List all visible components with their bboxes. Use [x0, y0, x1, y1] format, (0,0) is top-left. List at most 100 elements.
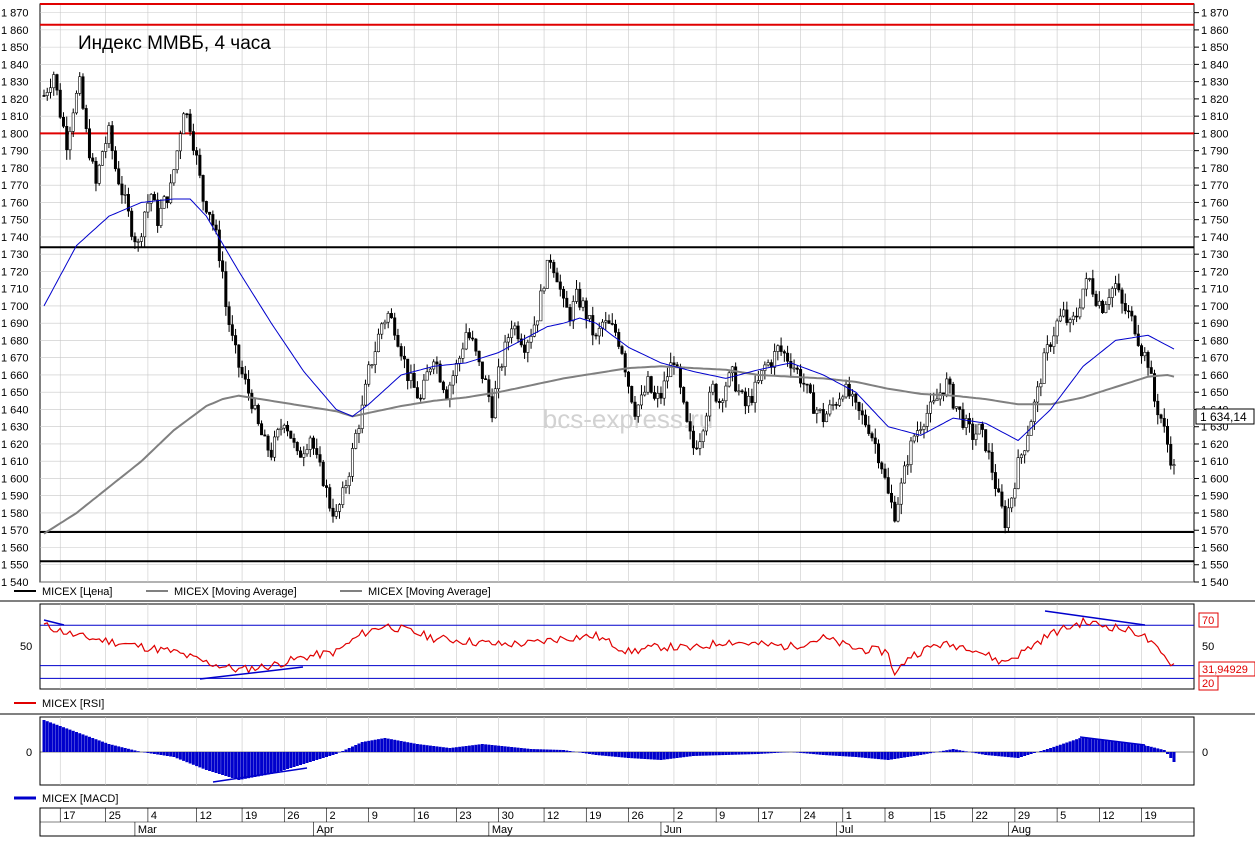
candle-body [152, 194, 156, 201]
candle-body [305, 449, 309, 455]
price-panel: bcs-express.ru Индекс ММВБ, 4 часа 1 540… [1, 3, 1255, 589]
price-tick-label-right: 1 650 [1201, 387, 1229, 399]
candle-body [795, 367, 799, 370]
candle-body [97, 164, 101, 184]
candle-body [1166, 425, 1170, 445]
candle-body [610, 323, 614, 325]
candle-body [545, 259, 549, 289]
candle-body [169, 182, 173, 204]
day-tick-label: 9 [719, 810, 725, 822]
month-tick-label: Mar [138, 824, 157, 836]
candle-body [1000, 491, 1004, 507]
day-tick-label: 2 [330, 810, 336, 822]
candle-body [935, 398, 939, 402]
candle-body [422, 379, 426, 399]
rsi-bull-divergence-line [199, 666, 304, 680]
price-axis-left: 1 540 1 550 1 560 1 570 1 580 1 590 1 600 1 610… [1, 8, 29, 589]
rsi-levels [40, 624, 1194, 679]
candle-body [1101, 300, 1105, 314]
candle-body [204, 201, 208, 213]
price-tick-label-right: 1 560 [1201, 542, 1229, 554]
rsi-panel: 50 50 70 31,94929 20 [20, 603, 1255, 691]
price-tick-label-right: 1 820 [1201, 94, 1229, 106]
day-tick-label: 19 [245, 810, 257, 822]
price-tick-label-right: 1 730 [1201, 249, 1229, 261]
candle-body [490, 396, 494, 419]
candle-body [630, 386, 634, 403]
last-price-box [1195, 408, 1255, 425]
candle-body [652, 392, 656, 399]
candle-body [747, 395, 751, 407]
candle-body [350, 448, 354, 477]
candle-body [828, 404, 832, 415]
candle-body [948, 378, 952, 385]
candle-body [1023, 450, 1027, 456]
candle-body [1036, 386, 1040, 403]
candle-body [919, 429, 923, 431]
candle-body [78, 76, 82, 94]
price-plot-frame [39, 3, 1195, 583]
price-tick-label-left: 1 620 [1, 439, 29, 451]
candle-body [247, 378, 251, 394]
candle-body [1146, 351, 1150, 368]
last-price-marker: 1 634,14 [1195, 408, 1255, 425]
candle-body [695, 447, 699, 450]
candle-body [721, 400, 725, 403]
candle-body [1117, 283, 1121, 291]
candle-body [698, 441, 702, 449]
candle-body [315, 448, 319, 455]
candle-body [568, 307, 572, 322]
candle-body [467, 332, 471, 339]
candle-body [1016, 457, 1020, 489]
candle-body [376, 333, 380, 353]
day-tick-label: 9 [372, 810, 378, 822]
candle-body [753, 381, 757, 403]
candle-body [964, 418, 968, 428]
candle-body [399, 346, 403, 357]
candle-body [945, 378, 949, 396]
candle-body [337, 504, 341, 512]
candle-body [1172, 464, 1176, 466]
candle-body [211, 214, 215, 226]
candle-body [81, 76, 85, 109]
month-tick-label: Apr [317, 824, 334, 836]
candle-body [980, 423, 984, 430]
day-tick-label: 16 [417, 810, 429, 822]
candle-body [880, 462, 884, 470]
candle-body [928, 401, 932, 414]
candle-body [812, 392, 816, 414]
price-tick-label-left: 1 740 [1, 232, 29, 244]
candle-body [263, 434, 267, 437]
candle-body [669, 362, 673, 378]
candle-body [104, 143, 108, 152]
candle-body [851, 393, 855, 397]
candle-body [58, 89, 62, 118]
macd-bear-divergence-line [1079, 736, 1146, 746]
candle-body [860, 410, 864, 416]
candle-body [1136, 333, 1140, 346]
day-tick-label: 23 [459, 810, 471, 822]
candle-body [396, 334, 400, 347]
day-tick-label: 15 [933, 810, 945, 822]
candle-body [893, 501, 897, 522]
price-tick-label-left: 1 850 [1, 42, 29, 54]
candle-body [708, 391, 712, 417]
candle-body [1065, 309, 1069, 323]
candle-body [156, 199, 160, 226]
price-tick-label-right: 1 620 [1201, 439, 1229, 451]
candle-body [240, 367, 244, 375]
candle-body [649, 376, 653, 393]
candle-body [1130, 310, 1134, 317]
candle-body [896, 503, 900, 522]
candle-body [717, 400, 721, 403]
candle-body [724, 385, 728, 402]
candle-body [100, 151, 104, 166]
candle-body [636, 404, 640, 417]
candle-body [831, 404, 835, 406]
candle-body [471, 337, 475, 340]
candle-body [224, 271, 228, 307]
candle-body [146, 202, 150, 213]
candle-body [877, 443, 881, 464]
price-tick-label-right: 1 670 [1201, 353, 1229, 365]
